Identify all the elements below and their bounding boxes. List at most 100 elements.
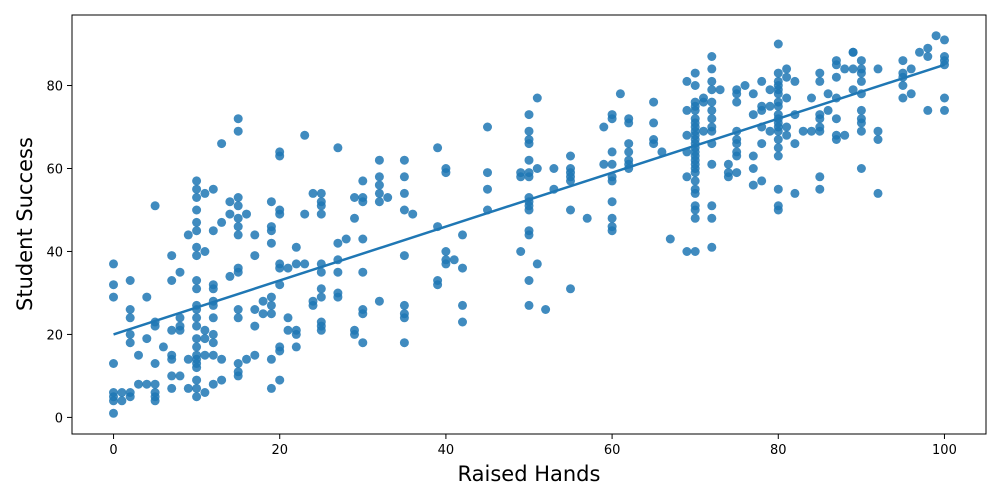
data-point bbox=[266, 222, 276, 232]
data-point bbox=[192, 251, 202, 261]
data-point bbox=[831, 114, 841, 124]
data-point bbox=[399, 338, 409, 348]
data-point bbox=[183, 230, 193, 240]
data-point bbox=[815, 184, 825, 194]
data-point bbox=[624, 139, 634, 149]
data-point bbox=[158, 342, 168, 352]
data-point bbox=[773, 97, 783, 107]
data-point bbox=[790, 139, 800, 149]
data-point bbox=[192, 217, 202, 227]
data-point bbox=[566, 164, 575, 173]
data-point bbox=[283, 263, 293, 273]
data-point bbox=[682, 105, 692, 115]
data-point bbox=[399, 205, 409, 215]
data-point bbox=[773, 68, 783, 78]
data-point bbox=[782, 130, 792, 140]
data-point bbox=[399, 155, 409, 165]
data-point bbox=[807, 93, 816, 103]
data-point bbox=[707, 242, 717, 252]
data-point bbox=[782, 72, 792, 82]
data-point bbox=[358, 305, 368, 314]
data-point bbox=[233, 263, 243, 273]
data-point bbox=[233, 367, 243, 377]
data-point bbox=[258, 309, 268, 319]
data-point bbox=[732, 97, 742, 107]
data-point bbox=[748, 180, 758, 190]
data-point bbox=[682, 172, 692, 182]
data-point bbox=[250, 230, 260, 240]
x-tick-label: 80 bbox=[770, 443, 787, 458]
data-point bbox=[748, 164, 758, 173]
data-point bbox=[374, 172, 384, 182]
x-tick-label: 100 bbox=[932, 443, 957, 458]
data-point bbox=[291, 342, 301, 352]
x-tick-label: 20 bbox=[271, 443, 288, 458]
data-point bbox=[266, 197, 276, 207]
data-point bbox=[441, 164, 451, 173]
data-point bbox=[441, 247, 451, 256]
data-point bbox=[757, 176, 767, 186]
data-point bbox=[898, 56, 908, 66]
data-point bbox=[699, 126, 708, 136]
data-point bbox=[856, 64, 866, 74]
data-point bbox=[167, 251, 177, 261]
data-point bbox=[399, 172, 409, 182]
data-point bbox=[657, 147, 667, 157]
data-point bbox=[707, 52, 717, 61]
data-point bbox=[167, 371, 177, 381]
data-point bbox=[167, 325, 177, 335]
data-point bbox=[109, 292, 118, 302]
data-point bbox=[483, 122, 492, 132]
data-point bbox=[524, 135, 534, 144]
data-point bbox=[458, 230, 467, 240]
data-point bbox=[823, 105, 833, 115]
data-point bbox=[192, 313, 202, 323]
data-point bbox=[458, 300, 467, 310]
data-point bbox=[757, 76, 767, 86]
data-point bbox=[748, 89, 758, 99]
data-point bbox=[383, 193, 393, 202]
data-point bbox=[599, 122, 609, 132]
data-point bbox=[200, 188, 210, 198]
data-point bbox=[192, 350, 202, 360]
data-point bbox=[732, 135, 742, 144]
data-point bbox=[266, 354, 276, 364]
data-point bbox=[773, 201, 783, 211]
data-point bbox=[848, 64, 858, 74]
data-point bbox=[125, 276, 135, 285]
data-point bbox=[873, 188, 883, 198]
data-point bbox=[233, 313, 243, 323]
data-point bbox=[192, 321, 202, 331]
x-tick-label: 60 bbox=[604, 443, 621, 458]
data-point bbox=[690, 247, 700, 256]
data-point bbox=[233, 126, 243, 136]
data-point bbox=[856, 76, 866, 86]
data-point bbox=[624, 147, 634, 157]
data-point bbox=[898, 93, 908, 103]
data-point bbox=[358, 338, 368, 348]
data-point bbox=[765, 101, 775, 111]
data-point bbox=[873, 135, 883, 144]
data-point bbox=[566, 284, 575, 294]
data-point bbox=[740, 81, 750, 90]
data-point bbox=[815, 76, 825, 86]
data-point bbox=[773, 39, 783, 49]
data-point bbox=[125, 329, 135, 339]
data-point bbox=[275, 147, 285, 157]
data-point bbox=[815, 68, 825, 78]
data-point bbox=[233, 222, 243, 232]
data-point bbox=[192, 392, 202, 402]
data-point bbox=[316, 317, 326, 327]
data-point bbox=[266, 309, 276, 319]
data-point bbox=[848, 47, 858, 57]
y-tick-label: 80 bbox=[46, 80, 63, 95]
data-point bbox=[566, 205, 575, 215]
data-point bbox=[183, 354, 193, 364]
data-point bbox=[690, 184, 700, 194]
data-point bbox=[125, 388, 135, 397]
data-point bbox=[250, 350, 260, 360]
data-point bbox=[117, 388, 127, 397]
data-point bbox=[175, 371, 185, 381]
data-point bbox=[840, 64, 850, 74]
data-point bbox=[208, 313, 218, 323]
